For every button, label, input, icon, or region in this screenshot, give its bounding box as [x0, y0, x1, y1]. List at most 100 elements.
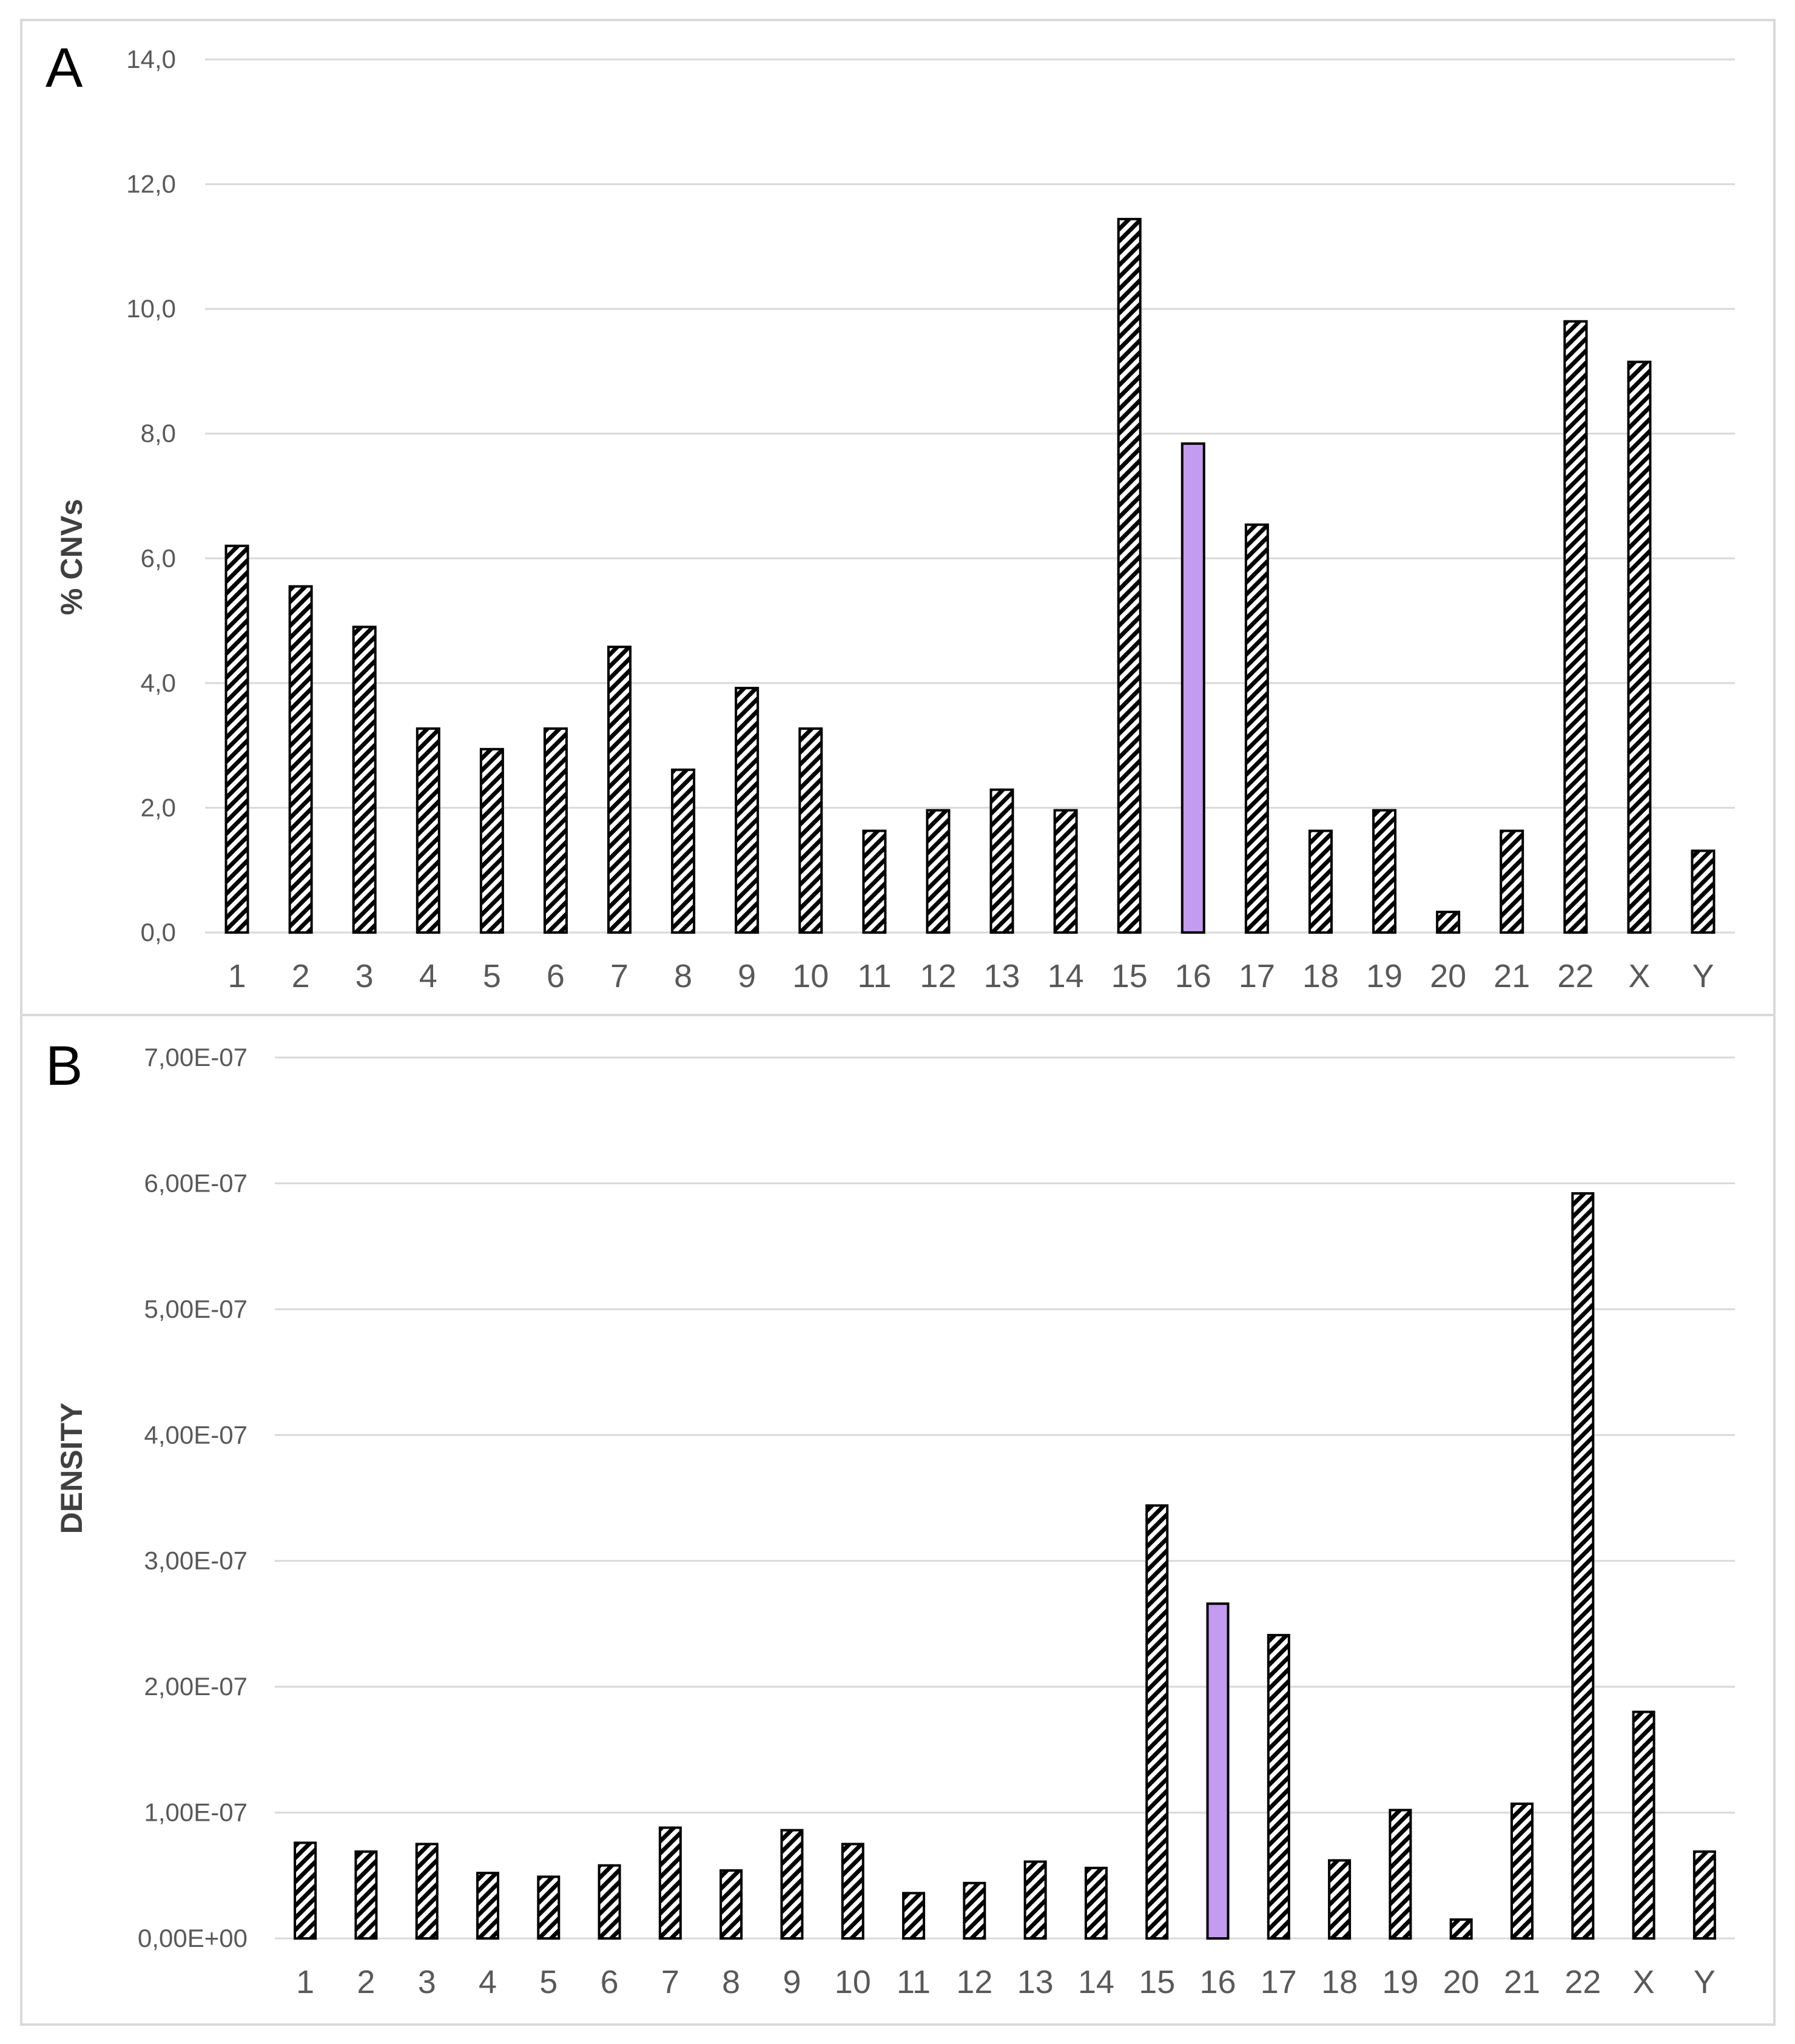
panel-b-bar-chr-4 — [476, 1872, 500, 1940]
panel-b-bar-chr-2 — [354, 1850, 378, 1940]
panel-a-xtick-label: 11 — [857, 958, 891, 994]
panel-a-bar-chr-4 — [416, 727, 440, 934]
panel-b-xtick-label: 13 — [1017, 1964, 1054, 2000]
panel-a-bar-chr-7 — [607, 646, 632, 934]
panel-a-xtick-label: 8 — [674, 958, 692, 994]
panel-a-ytick-label: 12,0 — [126, 170, 176, 198]
panel-a-xtick-label: 5 — [483, 958, 501, 994]
panel-a-bar-chr-y — [1691, 849, 1716, 934]
panel-a-xtick-label: 6 — [547, 958, 565, 994]
panel-b-bar-chr-3 — [415, 1843, 439, 1940]
panel-a-xtick-label: X — [1628, 958, 1650, 994]
panel-a-bar-chr-6 — [543, 727, 568, 934]
panel-a-bar-chr-x — [1627, 360, 1652, 934]
panel-b-ytick-label: 5,00E-07 — [144, 1295, 248, 1323]
figure-frame — [20, 19, 1776, 2026]
panel-b-ytick-label: 1,00E-07 — [144, 1798, 248, 1827]
panel-b-xtick-label: 5 — [539, 1964, 557, 2000]
panel-b-bar-chr-5 — [537, 1875, 561, 1940]
panel-a-xtick-label: 14 — [1048, 958, 1084, 994]
panel-b-bar-chr-12 — [963, 1881, 986, 1940]
panel-a-ytick-label: 2,0 — [141, 793, 176, 821]
panel-a-bar-chr-9 — [735, 687, 759, 934]
panel-a-ytick-label: 0,0 — [141, 918, 176, 946]
panel-b-ytick-label: 6,00E-07 — [144, 1169, 248, 1197]
panel-b-xtick-label: 15 — [1139, 1964, 1175, 2000]
panel-b-xtick-label: 4 — [479, 1964, 497, 2000]
panel-a-xtick-label: 16 — [1175, 958, 1211, 994]
panel-b-xtick-label: Y — [1694, 1964, 1716, 2000]
panel-a-xtick-label: 4 — [419, 958, 437, 994]
panel-b-xtick-label: 20 — [1443, 1964, 1480, 2000]
panel-b-bar-chr-19 — [1389, 1809, 1412, 1940]
panel-b-xtick-label: 21 — [1504, 1964, 1540, 2000]
panel-b-ytick-label: 3,00E-07 — [144, 1546, 248, 1575]
panel-a-bar-chr-15 — [1117, 218, 1142, 934]
panel-a-ytick-label: 10,0 — [126, 294, 176, 323]
panel-b-ytick-label: 7,00E-07 — [144, 1043, 248, 1071]
panel-a-xtick-label: 3 — [355, 958, 374, 994]
panel-a-bar-chr-10 — [798, 727, 823, 934]
panel-b-xtick-label: 10 — [835, 1964, 871, 2000]
panel-b-xtick-label: 6 — [601, 1964, 619, 2000]
panel-a-xtick-label: 20 — [1430, 958, 1466, 994]
panel-a-bar-chr-19 — [1372, 809, 1397, 934]
panel-b-bar-chr-14 — [1084, 1866, 1108, 1940]
panel-a-xtick-label: 9 — [738, 958, 756, 994]
panel-b-bar-chr-17 — [1267, 1634, 1290, 1940]
panel-b-bar-chr-10 — [841, 1843, 864, 1940]
panel-b-xtick-label: 16 — [1199, 1964, 1236, 2000]
panel-b-bar-chr-x — [1632, 1710, 1655, 1940]
panel-b-xtick-label: 1 — [296, 1964, 314, 2000]
panel-a-bar-chr-16 — [1180, 442, 1205, 934]
panel-b-bar-chr-15 — [1145, 1504, 1169, 1940]
panel-a-bar-chr-17 — [1244, 523, 1269, 934]
panel-b-bar-chr-11 — [902, 1892, 926, 1940]
panel-a-bar-chr-12 — [926, 809, 951, 934]
panel-a-xtick-label: 19 — [1366, 958, 1403, 994]
panel-a-xtick-label: 1 — [228, 958, 246, 994]
panel-a-xtick-label: 22 — [1557, 958, 1594, 994]
panel-b-xtick-label: X — [1633, 1964, 1655, 2000]
panel-b-xtick-label: 8 — [722, 1964, 740, 2000]
panel-b-xtick-label: 17 — [1261, 1964, 1297, 2000]
panel-b-bar-chr-18 — [1328, 1859, 1352, 1940]
panel-a-xtick-label: Y — [1692, 958, 1714, 994]
panel-b-bar-chr-20 — [1449, 1918, 1473, 1940]
panel-a-xtick-label: 12 — [920, 958, 956, 994]
panel-b-bar-chr-6 — [598, 1864, 621, 1940]
panel-b-letter: B — [45, 1035, 83, 1097]
panel-a-chart: 0,02,04,06,08,010,012,014,01 2 3 4 5 6 7 8 9 10 11… — [45, 37, 1735, 994]
panel-a-bar-chr-22 — [1563, 320, 1588, 934]
panel-b-xtick-label: 14 — [1078, 1964, 1114, 2000]
panel-a-xtick-label: 10 — [792, 958, 829, 994]
panel-a-bar-chr-14 — [1053, 809, 1078, 934]
panel-a-bar-chr-18 — [1308, 829, 1333, 934]
panel-b-ytick-label: 2,00E-07 — [144, 1672, 248, 1701]
panel-b-bar-chr-8 — [719, 1869, 743, 1940]
panel-a-bar-chr-5 — [479, 747, 504, 934]
panel-b-xtick-label: 22 — [1564, 1964, 1601, 2000]
panel-b-xtick-label: 7 — [661, 1964, 679, 2000]
panel-a-bar-chr-13 — [989, 788, 1014, 934]
panel-a-xtick-label: 7 — [610, 958, 628, 994]
panel-a-ytick-label: 6,0 — [141, 544, 176, 572]
panel-b-bar-chr-9 — [780, 1829, 804, 1940]
panel-b-ytick-label: 4,00E-07 — [144, 1420, 248, 1449]
panel-b-bar-chr-22 — [1571, 1192, 1595, 1940]
panel-a-bar-chr-1 — [224, 544, 249, 934]
panel-b-bar-chr-7 — [658, 1826, 682, 1940]
panel-b-y-axis-title: DENSITY — [55, 1403, 89, 1534]
panel-a-xtick-label: 15 — [1111, 958, 1148, 994]
panel-b-bar-chr-1 — [294, 1841, 317, 1940]
panel-b-bar-chr-y — [1692, 1850, 1716, 1940]
panel-a-xtick-label: 21 — [1494, 958, 1530, 994]
panel-a-bar-chr-8 — [671, 768, 696, 934]
panel-a-xtick-label: 18 — [1302, 958, 1339, 994]
panel-a-bar-chr-21 — [1500, 829, 1524, 934]
panel-b-xtick-label: 3 — [418, 1964, 436, 2000]
panel-a-ytick-label: 4,0 — [141, 669, 176, 697]
panel-a-xtick-label: 13 — [984, 958, 1020, 994]
panel-a-y-axis-title: % CNVs — [55, 499, 89, 615]
panel-b-xtick-label: 2 — [357, 1964, 375, 2000]
